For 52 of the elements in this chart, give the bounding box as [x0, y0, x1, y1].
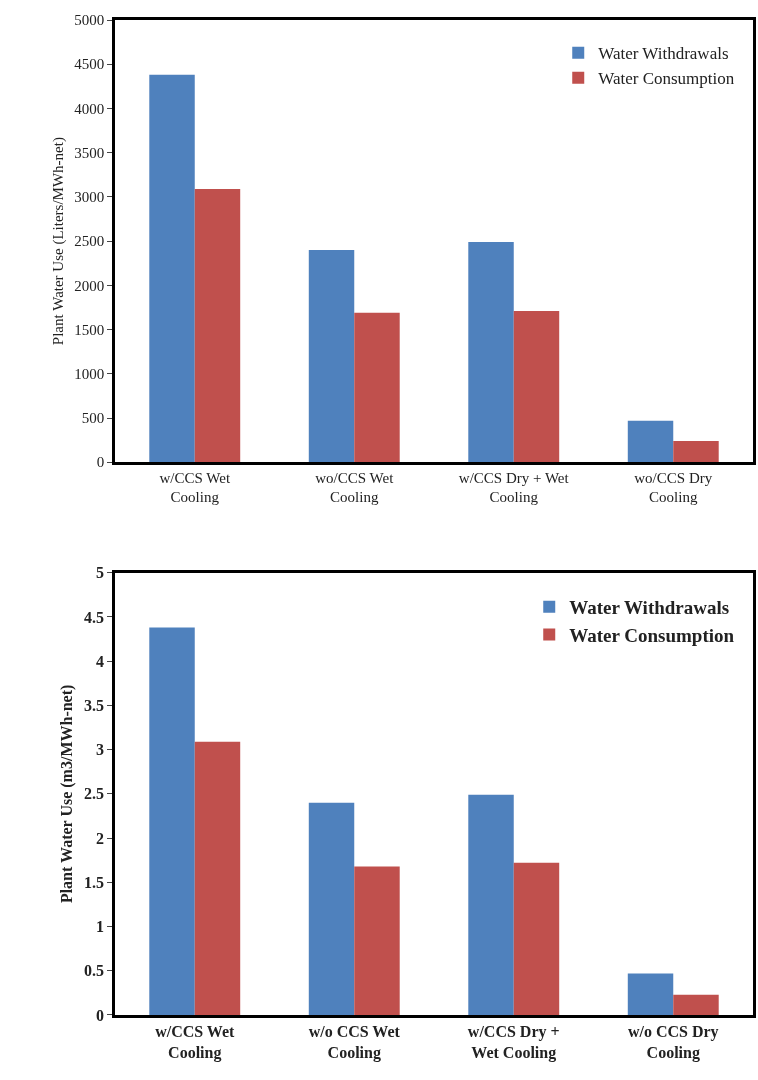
y-tick-label: 1500 [74, 321, 105, 338]
y-tick-label: 3000 [74, 189, 105, 206]
y-tick-label: 2 [96, 829, 105, 847]
bar [627, 420, 674, 463]
y-axis-title: Plant Water Use (Liters/MWh-net) [49, 137, 67, 346]
y-tick-label: 3 [96, 741, 105, 759]
y-tick-label: 2.5 [84, 785, 105, 803]
y-tick-label: 0 [96, 454, 105, 471]
x-tick-label: wo/CCS Wet Cooling [315, 469, 395, 506]
y-tick-label: 5 [96, 564, 105, 582]
bar [308, 249, 355, 463]
y-tick-label: 4500 [74, 56, 105, 73]
bar [194, 741, 241, 1015]
bar [149, 627, 195, 1015]
y-tick-label: 5000 [74, 12, 105, 29]
bar [468, 794, 514, 1015]
y-tick-label: 4 [96, 652, 105, 670]
y-tick-label: 2000 [74, 277, 105, 294]
y-tick-label: 3500 [74, 144, 105, 161]
y-tick-label: 0 [96, 1006, 105, 1024]
bar [513, 862, 560, 1015]
y-axis-title: Plant Water Use (m3/MWh-net) [57, 684, 76, 904]
bar [513, 310, 560, 463]
y-tick-label: 4000 [74, 100, 105, 117]
bar [354, 312, 400, 463]
bar [673, 440, 719, 463]
bar [354, 866, 400, 1015]
legend-label: Water Consumption [598, 69, 735, 89]
x-tick-label: wo/CCS Dry Cooling [634, 469, 713, 506]
x-tick-label: w/CCS Dry + Wet Cooling [458, 469, 570, 506]
y-tick-label: 1.5 [84, 873, 105, 891]
bar [194, 188, 241, 463]
y-tick-label: 1000 [74, 366, 105, 383]
y-tick-label: 1 [96, 918, 105, 936]
x-tick-label: w/o CCS Wet Cooling [308, 1022, 401, 1062]
bar [673, 994, 719, 1015]
y-tick-label: 2500 [74, 233, 105, 250]
legend-label: Water Withdrawals [569, 597, 730, 619]
x-tick-label: w/CCS Dry + Wet Cooling [467, 1022, 560, 1062]
legend-label: Water Consumption [569, 624, 735, 646]
bar [149, 74, 195, 463]
legend-label: Water Withdrawals [598, 44, 729, 64]
y-tick-label: 3.5 [84, 697, 105, 715]
y-tick-label: 0.5 [84, 962, 105, 980]
x-tick-label: w/o CCS Dry Cooling [627, 1022, 719, 1062]
bar [468, 242, 514, 463]
y-tick-label: 4.5 [84, 608, 105, 626]
bar [308, 802, 355, 1015]
x-tick-label: w/CCS Wet Cooling [159, 469, 231, 506]
bar [627, 973, 674, 1015]
x-tick-label: w/CCS Wet Cooling [155, 1022, 236, 1062]
y-tick-label: 500 [81, 410, 105, 427]
